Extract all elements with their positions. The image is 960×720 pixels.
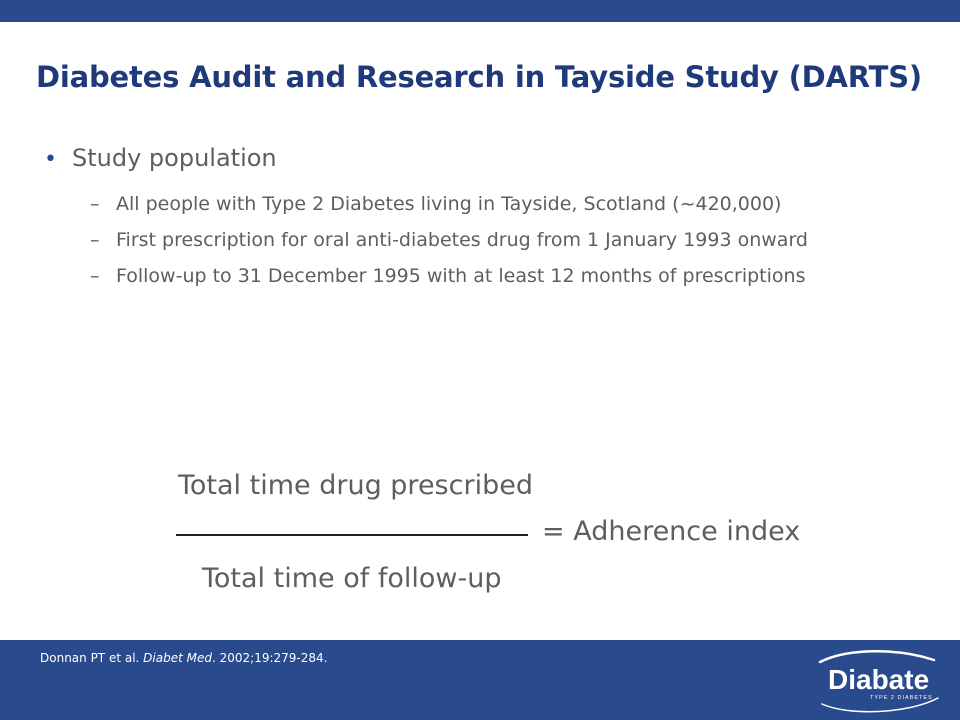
logo-wordmark: Diabate bbox=[828, 664, 929, 695]
bullet-study-population: • Study population bbox=[44, 144, 277, 172]
sub-bullet-text: Follow-up to 31 December 1995 with at le… bbox=[116, 265, 806, 287]
sub-bullet-item: – Follow-up to 31 December 1995 with at … bbox=[90, 260, 850, 292]
citation: Donnan PT et al. Diabet Med. 2002;19:279… bbox=[40, 651, 327, 665]
sub-bullet-text: First prescription for oral anti-diabete… bbox=[116, 229, 808, 251]
formula-denominator: Total time of follow-up bbox=[202, 563, 502, 594]
top-accent-bar bbox=[0, 0, 960, 22]
dash-icon: – bbox=[90, 265, 100, 287]
formula-fraction-line bbox=[176, 534, 528, 536]
formula-numerator: Total time drug prescribed bbox=[178, 470, 533, 501]
footer-band bbox=[0, 640, 960, 720]
sub-bullet-item: – First prescription for oral anti-diabe… bbox=[90, 224, 850, 256]
bullet-label: Study population bbox=[72, 144, 277, 172]
logo-subtitle: TYPE 2 DIABETES bbox=[870, 695, 933, 701]
dash-icon: – bbox=[90, 229, 100, 251]
formula-result: = Adherence index bbox=[542, 516, 801, 547]
sub-bullet-item: – All people with Type 2 Diabetes living… bbox=[90, 188, 850, 220]
citation-journal: Diabet Med bbox=[143, 651, 212, 665]
slide-title: Diabetes Audit and Research in Tayside S… bbox=[36, 60, 922, 94]
citation-authors: Donnan PT et al. bbox=[40, 651, 144, 665]
dash-icon: – bbox=[90, 193, 100, 215]
sub-bullet-text: All people with Type 2 Diabetes living i… bbox=[116, 193, 782, 215]
diabate-logo: Diabate TYPE 2 DIABETES bbox=[818, 650, 939, 713]
sub-bullet-list: – All people with Type 2 Diabetes living… bbox=[90, 188, 850, 296]
citation-details: . 2002;19:279-284. bbox=[211, 651, 328, 665]
bullet-dot-icon: • bbox=[44, 147, 57, 172]
